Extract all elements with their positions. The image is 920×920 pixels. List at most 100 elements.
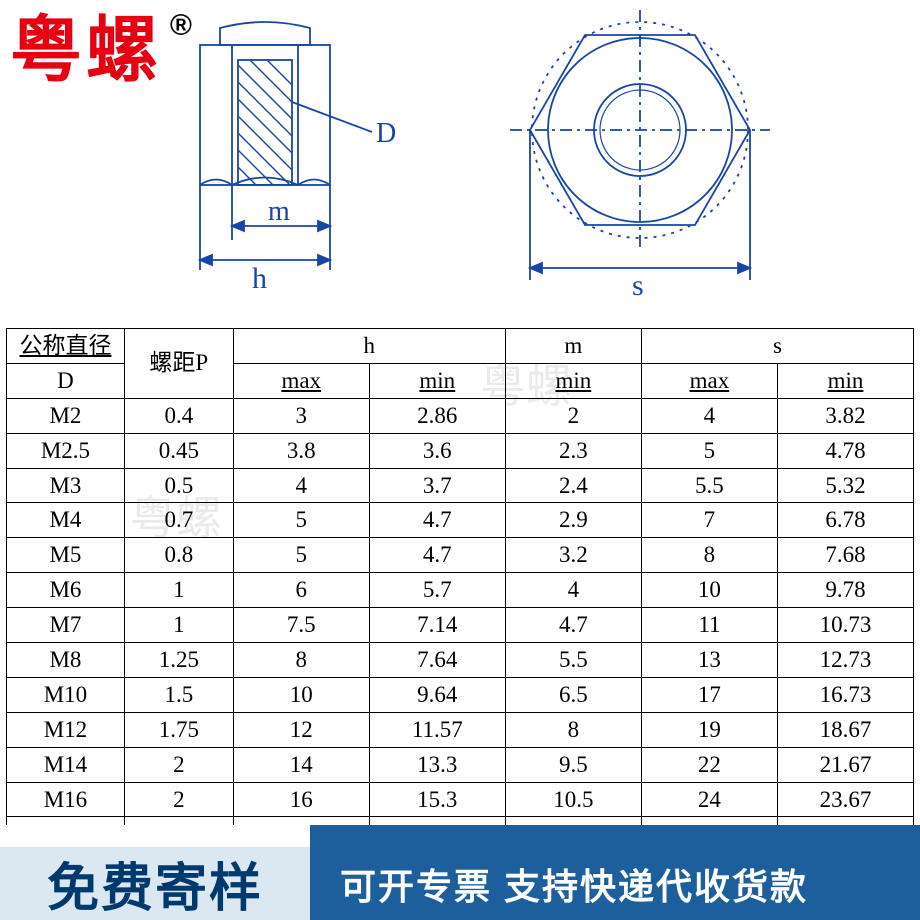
table-cell: 14 <box>233 747 369 782</box>
label-D: D <box>376 118 396 149</box>
hdr-s-max: max <box>641 363 777 398</box>
table-cell: 1 <box>124 573 233 608</box>
table-cell: 5.32 <box>777 468 913 503</box>
table-cell: 11.57 <box>369 712 505 747</box>
table-cell: 10 <box>233 677 369 712</box>
table-cell: M4 <box>7 503 125 538</box>
table-cell: M12 <box>7 712 125 747</box>
table-cell: 2.86 <box>369 398 505 433</box>
table-row: M40.754.72.976.78 <box>7 503 914 538</box>
hdr-s-min: min <box>777 363 913 398</box>
table-cell: 12.73 <box>777 643 913 678</box>
hdr-P: 螺距P <box>124 329 233 399</box>
hdr-m-min: min <box>505 363 641 398</box>
table-cell: M14 <box>7 747 125 782</box>
table-cell: 9.64 <box>369 677 505 712</box>
footer-left: 免费寄样 <box>0 847 310 920</box>
table-cell: 2.9 <box>505 503 641 538</box>
table-cell: 3.82 <box>777 398 913 433</box>
table-cell: 1.5 <box>124 677 233 712</box>
table-row: M1421413.39.52221.67 <box>7 747 914 782</box>
table-header: 公称直径 螺距P h m s D max min min max min <box>7 329 914 399</box>
table-cell: M5 <box>7 538 125 573</box>
table-cell: 1 <box>124 608 233 643</box>
table-cell: 10 <box>641 573 777 608</box>
label-m: m <box>268 196 290 227</box>
table-cell: 16.73 <box>777 677 913 712</box>
table-cell: 5 <box>233 503 369 538</box>
table-cell: 3.2 <box>505 538 641 573</box>
table-cell: 5.5 <box>641 468 777 503</box>
table-cell: 8 <box>233 643 369 678</box>
table-cell: M2.5 <box>7 433 125 468</box>
table-cell: 19 <box>641 712 777 747</box>
table-cell: 7.64 <box>369 643 505 678</box>
table-cell: 6.5 <box>505 677 641 712</box>
table-cell: 5 <box>641 433 777 468</box>
hdr-D-sub: D <box>7 363 125 398</box>
table-row: M2.50.453.83.62.354.78 <box>7 433 914 468</box>
table-cell: 0.8 <box>124 538 233 573</box>
table-cell: 15.3 <box>369 782 505 817</box>
table-cell: 0.4 <box>124 398 233 433</box>
table-cell: 9.78 <box>777 573 913 608</box>
table-cell: M3 <box>7 468 125 503</box>
table-row: M121.751211.5781918.67 <box>7 712 914 747</box>
hdr-h: h <box>233 329 505 364</box>
table-cell: 8 <box>505 712 641 747</box>
footer-right-text: 可开专票 支持快递代收货款 <box>340 858 808 910</box>
hdr-h-min: min <box>369 363 505 398</box>
table-row: M30.543.72.45.55.32 <box>7 468 914 503</box>
table-cell: 4.7 <box>505 608 641 643</box>
table-cell: 3.8 <box>233 433 369 468</box>
table-cell: 0.7 <box>124 503 233 538</box>
table-cell: 3 <box>233 398 369 433</box>
footer-stripe <box>0 825 920 847</box>
table-cell: 3.7 <box>369 468 505 503</box>
hdr-m: m <box>505 329 641 364</box>
table-cell: 8 <box>641 538 777 573</box>
table-cell: 2 <box>124 747 233 782</box>
table-cell: M6 <box>7 573 125 608</box>
table-cell: 2.3 <box>505 433 641 468</box>
table-cell: 7.14 <box>369 608 505 643</box>
nut-diagram: D m h <box>140 10 880 330</box>
hdr-s: s <box>641 329 913 364</box>
table-cell: 4.7 <box>369 538 505 573</box>
table-cell: M8 <box>7 643 125 678</box>
table-cell: M10 <box>7 677 125 712</box>
footer-left-text: 免费寄样 <box>47 846 263 920</box>
table-row: M101.5109.646.51716.73 <box>7 677 914 712</box>
table-cell: 2 <box>505 398 641 433</box>
table-cell: 5.5 <box>505 643 641 678</box>
table-cell: 13 <box>641 643 777 678</box>
table-cell: 16 <box>233 782 369 817</box>
table-cell: 4 <box>233 468 369 503</box>
table-cell: 18.67 <box>777 712 913 747</box>
table-row: M81.2587.645.51312.73 <box>7 643 914 678</box>
table-cell: 5.7 <box>369 573 505 608</box>
table-cell: 24 <box>641 782 777 817</box>
footer-banner: 免费寄样 可开专票 支持快递代收货款 <box>0 825 920 920</box>
table-cell: 13.3 <box>369 747 505 782</box>
table-cell: 4.7 <box>369 503 505 538</box>
table-cell: 7.5 <box>233 608 369 643</box>
table-cell: 0.45 <box>124 433 233 468</box>
table-cell: M16 <box>7 782 125 817</box>
label-s: s <box>632 269 644 302</box>
table-row: M717.57.144.71110.73 <box>7 608 914 643</box>
hdr-D-title: 公称直径 <box>7 329 125 364</box>
table-row: M20.432.86243.82 <box>7 398 914 433</box>
table-cell: M2 <box>7 398 125 433</box>
table-cell: 4 <box>505 573 641 608</box>
table-cell: 1.25 <box>124 643 233 678</box>
table-cell: 7 <box>641 503 777 538</box>
table-cell: 4.78 <box>777 433 913 468</box>
table-cell: 4 <box>641 398 777 433</box>
footer-right: 可开专票 支持快递代收货款 <box>310 847 920 920</box>
table-cell: 6 <box>233 573 369 608</box>
table-cell: 17 <box>641 677 777 712</box>
table-cell: 5 <box>233 538 369 573</box>
table-cell: M7 <box>7 608 125 643</box>
table-cell: 6.78 <box>777 503 913 538</box>
